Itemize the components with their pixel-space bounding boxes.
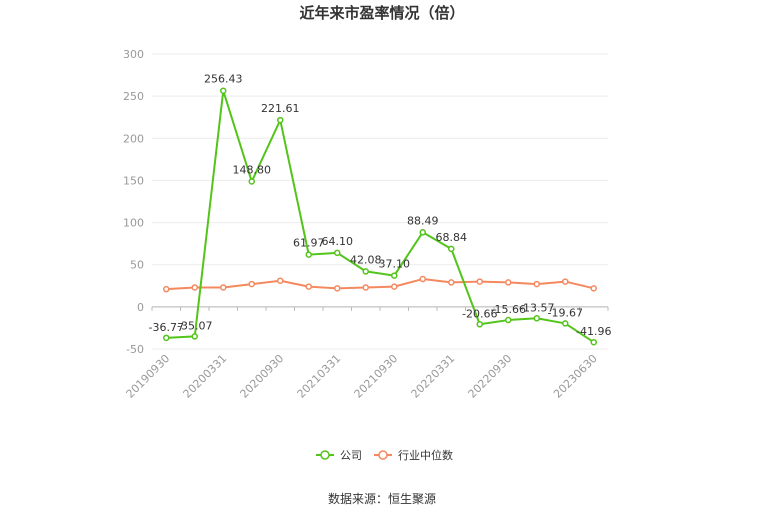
data-point[interactable] [248, 178, 255, 185]
y-tick-label: 0 [137, 301, 144, 314]
data-point[interactable] [163, 285, 170, 293]
data-label: 42.08 [350, 253, 382, 266]
data-point[interactable] [334, 249, 341, 257]
data-point[interactable] [362, 268, 369, 275]
x-tick-label: 20230630 [551, 352, 600, 401]
data-point[interactable] [419, 229, 426, 236]
chart-title: 近年来市盈率情况（倍） [299, 4, 464, 22]
series-company: -36.77-35.07 256.43 148.80 221.61 61.9764.10… [149, 73, 611, 346]
data-point[interactable] [391, 272, 398, 279]
x-tick-label: 20190930 [124, 352, 173, 401]
y-tick-label: 250 [123, 90, 144, 103]
data-point[interactable] [248, 280, 255, 288]
data-point[interactable] [505, 279, 512, 286]
data-label: 88.49 [407, 214, 439, 227]
data-point[interactable] [305, 283, 312, 290]
legend-item-company[interactable]: 公司 [316, 449, 362, 462]
data-point[interactable] [562, 320, 569, 327]
data-point[interactable] [191, 284, 198, 291]
data-point[interactable] [590, 338, 597, 346]
data-point[interactable] [448, 279, 455, 286]
data-point[interactable] [391, 283, 398, 290]
series-layer: -36.77-35.07 256.43 148.80 221.61 61.9764.10… [149, 73, 611, 346]
data-label: 221.61 [261, 102, 300, 115]
data-point[interactable] [562, 278, 569, 285]
data-label: -36.77 [149, 321, 184, 334]
series-line [166, 278, 594, 291]
data-label: 64.10 [322, 235, 354, 248]
data-label: -13.57 [519, 301, 554, 314]
y-tick-label: 300 [123, 48, 144, 61]
data-point[interactable] [334, 285, 341, 292]
data-label: 68.84 [436, 231, 468, 244]
data-label: -15.66 [491, 303, 526, 316]
y-tick-label: 150 [123, 174, 144, 187]
y-axis: 300 250 200 150 100 50 0 -50 [123, 48, 144, 356]
data-point[interactable] [277, 116, 284, 124]
legend[interactable]: 公司 行业中位数 [316, 448, 453, 462]
legend-marker [378, 450, 388, 460]
data-point[interactable] [476, 278, 483, 285]
data-label: 37.10 [379, 258, 411, 271]
x-tick-label: 20200331 [181, 352, 230, 401]
x-tick-label: 20210930 [352, 352, 401, 401]
legend-label: 公司 [340, 449, 362, 462]
y-tick-label: 200 [123, 132, 144, 145]
data-point[interactable] [448, 245, 455, 253]
data-label: 61.97 [293, 237, 325, 250]
data-point[interactable] [419, 275, 426, 283]
data-point[interactable] [220, 284, 227, 291]
data-point[interactable] [505, 316, 512, 324]
data-point[interactable] [362, 284, 369, 291]
data-label: -20.66 [462, 307, 497, 320]
data-label: -35.07 [177, 319, 212, 332]
data-point[interactable] [163, 334, 170, 342]
data-point[interactable] [533, 280, 540, 288]
data-point[interactable] [590, 285, 597, 292]
data-point[interactable] [533, 315, 540, 322]
data-point[interactable] [305, 251, 312, 258]
data-point[interactable] [476, 321, 483, 328]
x-tick-label: 20220930 [466, 352, 515, 401]
data-label: -19.67 [548, 306, 583, 319]
data-point[interactable] [220, 87, 227, 94]
y-tick-label: -50 [126, 343, 144, 356]
series-industry-median [163, 275, 597, 293]
x-tick-label: 20200930 [238, 352, 287, 401]
data-label: 148.80 [233, 163, 272, 176]
data-label: -41.96 [576, 325, 611, 338]
legend-marker [320, 450, 330, 460]
y-tick-label: 100 [123, 217, 144, 230]
data-source: 数据来源：恒生聚源 [328, 491, 436, 506]
legend-label: 行业中位数 [398, 448, 453, 462]
data-label: 256.43 [204, 73, 243, 86]
y-tick-label: 50 [130, 259, 144, 272]
data-point[interactable] [191, 333, 198, 340]
legend-item-industry-median[interactable]: 行业中位数 [374, 448, 453, 462]
series-line [166, 89, 595, 344]
data-point[interactable] [277, 277, 284, 284]
x-tick-label: 20210331 [295, 352, 344, 401]
x-tick-label: 20220331 [409, 352, 458, 401]
